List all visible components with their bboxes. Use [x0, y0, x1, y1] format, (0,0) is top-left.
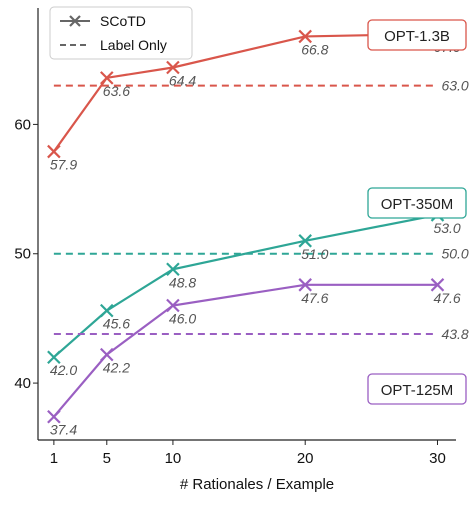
scotd-marker: [298, 278, 312, 292]
x-tick-label: 10: [165, 450, 182, 467]
label-only-value: 63.0: [441, 78, 468, 94]
marker-stroke: [298, 234, 312, 248]
model-name: OPT-1.3B: [384, 28, 450, 45]
legend-entry-label: Label Only: [100, 37, 167, 53]
scotd-marker: [166, 60, 180, 75]
scotd-value-label: 66.8: [301, 41, 328, 57]
y-tick-label: 60: [14, 116, 31, 133]
model-name-boxes: OPT-1.3B OPT-350M OPT-125M: [367, 19, 467, 405]
scotd-value-label: 45.6: [103, 316, 130, 332]
scotd-value-label: 53.0: [433, 220, 460, 236]
legend-entry-label: SCoTD: [100, 13, 146, 29]
model-name: OPT-350M: [381, 196, 454, 213]
label-only-value: 43.8: [441, 326, 468, 342]
x-tick-label: 5: [103, 450, 111, 467]
scotd-value-label: 57.9: [50, 157, 77, 173]
y-tick-label: 40: [14, 375, 31, 392]
legend: SCoTD Label Only: [49, 6, 193, 60]
scotd-marker: [430, 278, 445, 292]
scotd-marker: [298, 29, 312, 44]
axes: 1 5 10 20 30 40 50 60: [14, 8, 456, 467]
x-tick-label: 30: [429, 450, 446, 467]
marker-stroke: [430, 278, 445, 292]
scotd-value-label: 47.6: [301, 290, 328, 306]
scotd-value-label: 42.2: [103, 360, 130, 376]
marker-stroke: [298, 278, 312, 292]
scotd-value-label: 51.0: [301, 246, 328, 262]
scotd-marker: [166, 262, 180, 277]
label-only-value: 50.0: [441, 246, 468, 262]
marker-stroke: [100, 347, 114, 362]
marker-stroke: [47, 409, 61, 424]
model-box: [367, 373, 467, 405]
x-tick-label: 20: [297, 450, 314, 467]
scotd-marker: [47, 409, 61, 424]
x-axis-title: # Rationales / Example: [180, 476, 334, 493]
scotd-marker: [100, 303, 114, 318]
scotd-value-label: 64.4: [169, 72, 196, 88]
marker-stroke: [100, 303, 114, 318]
scotd-value-label: 48.8: [169, 274, 196, 290]
model-box: [367, 19, 467, 51]
scotd-value-label: 63.6: [103, 83, 130, 99]
scotd-value-label: 47.6: [433, 290, 460, 306]
scotd-value-label: 42.0: [50, 362, 77, 378]
x-tick-label: 1: [50, 450, 58, 467]
marker-stroke: [298, 29, 312, 44]
scotd-marker: [100, 347, 114, 362]
marker-stroke: [69, 15, 81, 27]
marker-stroke: [166, 60, 180, 75]
marker-stroke: [166, 262, 180, 277]
scotd-value-label: 46.0: [169, 310, 196, 326]
model-box: [367, 187, 467, 219]
series-layer: [47, 27, 445, 424]
scotd-marker: [47, 350, 61, 364]
scotd-marker: [100, 71, 114, 85]
scotd-line: [53, 213, 438, 359]
marker-stroke: [47, 144, 61, 159]
scotd-value-label: 37.4: [50, 422, 77, 438]
data-labels-layer: 63.057.963.664.466.867.050.042.045.648.8…: [50, 39, 469, 438]
model-name: OPT-125M: [381, 382, 454, 399]
marker-stroke: [100, 71, 114, 85]
scotd-marker: [298, 234, 312, 248]
scotd-marker: [166, 298, 180, 313]
marker-stroke: [47, 350, 61, 364]
marker-stroke: [166, 298, 180, 313]
scotd-marker: [47, 144, 61, 159]
y-tick-label: 50: [14, 246, 31, 263]
legend-x-marker: [69, 15, 81, 27]
